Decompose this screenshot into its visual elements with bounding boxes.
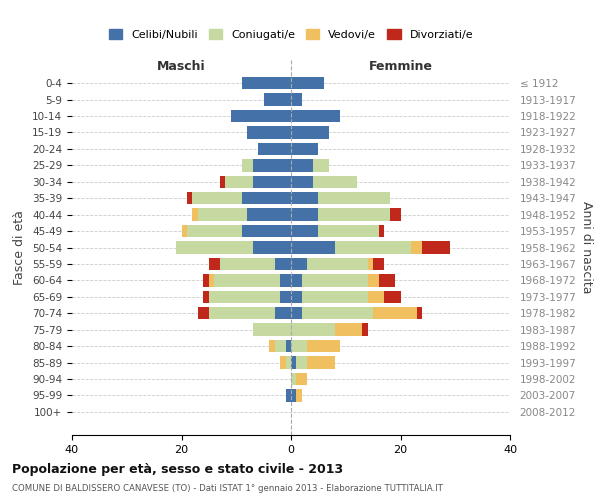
Bar — [253, 159, 291, 172]
Bar — [302, 290, 368, 303]
Bar — [291, 208, 319, 221]
Bar — [275, 258, 291, 270]
Bar — [389, 208, 401, 221]
Bar — [209, 290, 280, 303]
Bar — [242, 225, 291, 237]
Bar — [373, 307, 417, 320]
Bar — [379, 274, 395, 286]
Bar — [307, 356, 335, 368]
Bar — [368, 258, 373, 270]
Bar — [203, 290, 209, 303]
Bar — [319, 208, 389, 221]
Bar — [319, 225, 379, 237]
Bar — [291, 340, 307, 352]
Bar — [313, 176, 356, 188]
Bar — [203, 274, 209, 286]
Bar — [373, 258, 384, 270]
Bar — [417, 307, 422, 320]
Bar — [302, 274, 368, 286]
Bar — [242, 159, 253, 172]
Bar — [302, 307, 373, 320]
Bar — [280, 274, 291, 286]
Bar — [291, 242, 335, 254]
Bar — [247, 126, 291, 138]
Bar — [280, 290, 291, 303]
Bar — [242, 192, 291, 204]
Bar — [253, 324, 291, 336]
Bar — [368, 290, 384, 303]
Bar — [291, 356, 296, 368]
Bar — [291, 274, 302, 286]
Bar — [187, 192, 193, 204]
Y-axis label: Fasce di età: Fasce di età — [13, 210, 26, 285]
Bar — [226, 176, 253, 188]
Bar — [187, 225, 242, 237]
Bar — [291, 225, 319, 237]
Bar — [253, 176, 291, 188]
Bar — [286, 340, 291, 352]
Bar — [291, 192, 319, 204]
Bar — [220, 176, 226, 188]
Bar — [307, 340, 340, 352]
Bar — [291, 94, 302, 106]
Bar — [422, 242, 450, 254]
Bar — [291, 110, 340, 122]
Bar — [368, 274, 379, 286]
Text: Femmine: Femmine — [368, 60, 433, 74]
Bar — [253, 242, 291, 254]
Bar — [291, 176, 313, 188]
Text: Popolazione per età, sesso e stato civile - 2013: Popolazione per età, sesso e stato civil… — [12, 462, 343, 475]
Bar — [193, 208, 198, 221]
Bar — [275, 340, 286, 352]
Bar — [291, 324, 335, 336]
Bar — [280, 356, 286, 368]
Bar — [291, 77, 324, 90]
Bar — [286, 356, 291, 368]
Bar — [307, 258, 368, 270]
Bar — [209, 274, 214, 286]
Bar — [220, 258, 275, 270]
Legend: Celibi/Nubili, Coniugati/e, Vedovi/e, Divorziati/e: Celibi/Nubili, Coniugati/e, Vedovi/e, Di… — [104, 24, 478, 44]
Bar — [384, 290, 401, 303]
Bar — [291, 373, 296, 385]
Bar — [296, 356, 307, 368]
Bar — [291, 389, 296, 402]
Bar — [313, 159, 329, 172]
Bar — [263, 94, 291, 106]
Bar — [209, 307, 275, 320]
Bar — [412, 242, 422, 254]
Bar — [335, 242, 412, 254]
Bar — [231, 110, 291, 122]
Bar — [275, 307, 291, 320]
Y-axis label: Anni di nascita: Anni di nascita — [580, 201, 593, 294]
Bar — [198, 208, 247, 221]
Bar — [247, 208, 291, 221]
Bar — [379, 225, 384, 237]
Bar — [258, 143, 291, 155]
Bar — [335, 324, 362, 336]
Bar — [291, 143, 319, 155]
Bar — [176, 242, 253, 254]
Bar — [362, 324, 368, 336]
Text: Maschi: Maschi — [157, 60, 206, 74]
Text: COMUNE DI BALDISSERO CANAVESE (TO) - Dati ISTAT 1° gennaio 2013 - Elaborazione T: COMUNE DI BALDISSERO CANAVESE (TO) - Dat… — [12, 484, 443, 493]
Bar — [198, 307, 209, 320]
Bar — [291, 258, 307, 270]
Bar — [286, 389, 291, 402]
Bar — [296, 373, 307, 385]
Bar — [291, 159, 313, 172]
Bar — [242, 77, 291, 90]
Bar — [269, 340, 275, 352]
Bar — [182, 225, 187, 237]
Bar — [291, 126, 329, 138]
Bar — [193, 192, 242, 204]
Bar — [296, 389, 302, 402]
Bar — [291, 307, 302, 320]
Bar — [209, 258, 220, 270]
Bar — [214, 274, 280, 286]
Bar — [319, 192, 389, 204]
Bar — [291, 290, 302, 303]
